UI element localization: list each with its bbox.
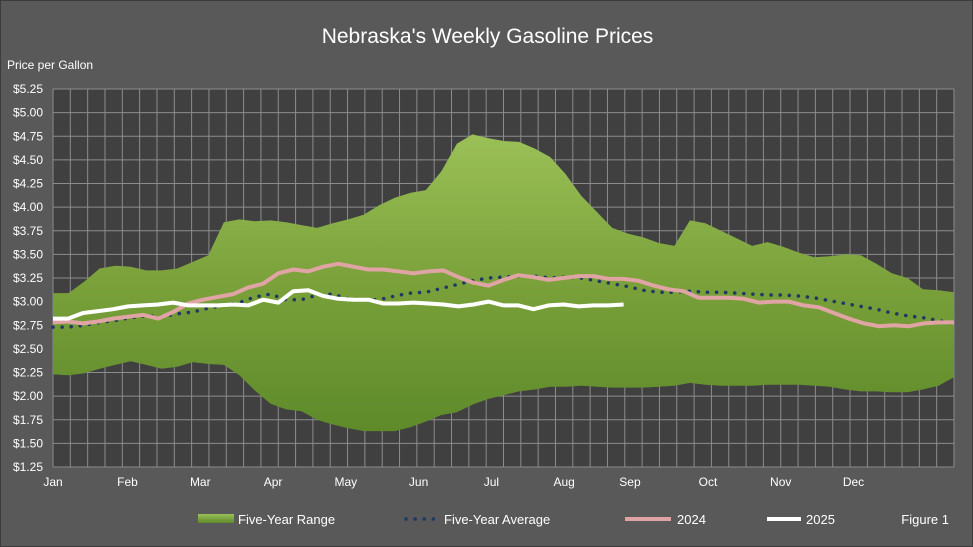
chart-title: Nebraska's Weekly Gasoline Prices <box>321 25 654 48</box>
x-tick-label: Nov <box>770 475 791 489</box>
y-tick-label: $2.50 <box>13 342 43 356</box>
x-tick-label: Jun <box>409 475 428 489</box>
y-tick-label: $4.25 <box>13 177 43 191</box>
x-tick-label: Dec <box>843 475 864 489</box>
x-tick-label: Feb <box>117 475 138 489</box>
legend-label-average: Five-Year Average <box>444 512 550 527</box>
y-tick-label: $2.00 <box>13 389 43 403</box>
y-tick-label: $2.25 <box>13 366 43 380</box>
y-tick-label: $4.00 <box>13 200 43 214</box>
y-tick-label: $3.00 <box>13 295 43 309</box>
legend-label-range: Five-Year Range <box>238 512 335 527</box>
legend-swatch-range <box>198 514 234 523</box>
x-tick-label: Apr <box>264 475 283 489</box>
x-tick-label: Jul <box>484 475 499 489</box>
x-tick-label: Oct <box>699 475 718 489</box>
legend-label-2024: 2024 <box>677 512 706 527</box>
y-tick-label: $5.00 <box>13 106 43 120</box>
y-tick-label: $4.75 <box>13 129 43 143</box>
y-tick-label: $3.50 <box>13 247 43 261</box>
x-tick-label: Aug <box>553 475 574 489</box>
y-tick-label: $1.50 <box>13 436 43 450</box>
figure-label: Figure 1 <box>901 512 949 527</box>
x-tick-label: Mar <box>190 475 211 489</box>
legend: Five-Year Range Five-Year Average 2024 2025 <box>198 512 835 527</box>
series-2025-line <box>53 288 624 321</box>
five-year-range-band <box>53 134 954 432</box>
x-tick-label: Jan <box>43 475 62 489</box>
y-tick-label: $2.75 <box>13 318 43 332</box>
axis-ticks: $1.25 $1.50 $1.75 $2.00 $2.25 $2.50 $2.75 $3.00… <box>13 82 864 489</box>
y-axis-label: Price per Gallon <box>7 58 94 72</box>
x-tick-label: Sep <box>619 475 641 489</box>
series-lines <box>51 261 956 329</box>
five-year-range-area <box>53 134 954 432</box>
y-tick-label: $4.50 <box>13 153 43 167</box>
y-tick-label: $3.25 <box>13 271 43 285</box>
y-tick-label: $5.25 <box>13 82 43 96</box>
y-tick-label: $1.25 <box>13 460 43 474</box>
y-tick-label: $1.75 <box>13 413 43 427</box>
x-tick-label: May <box>334 475 357 489</box>
legend-label-2025: 2025 <box>806 512 835 527</box>
series-2024-line <box>52 261 954 329</box>
y-tick-label: $3.75 <box>13 224 43 238</box>
